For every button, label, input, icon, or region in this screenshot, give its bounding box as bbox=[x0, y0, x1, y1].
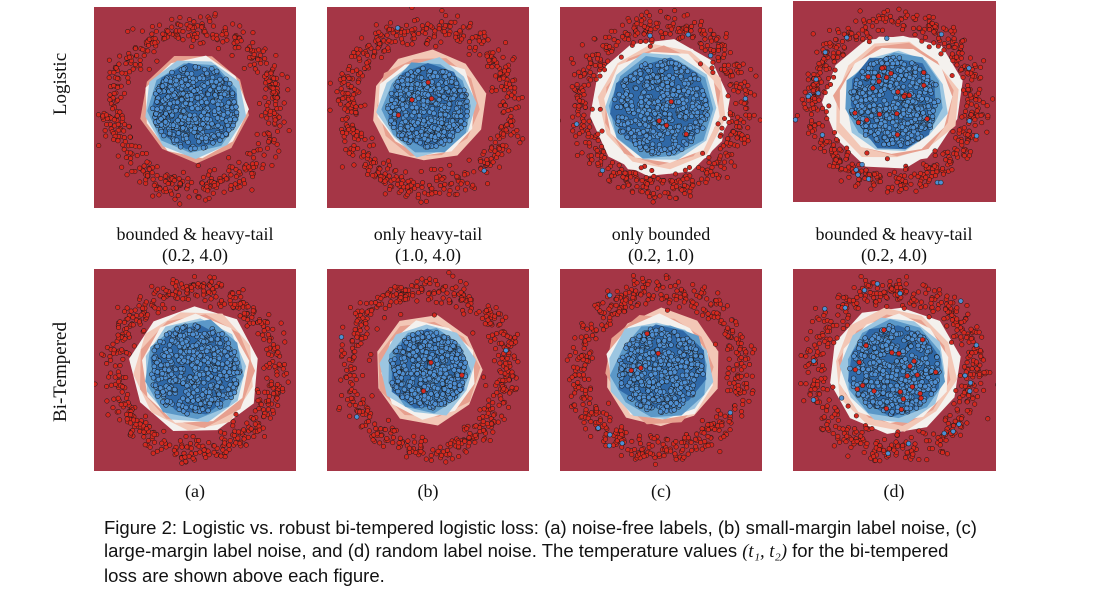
plot-bitempered-d bbox=[793, 269, 996, 471]
plot-bitempered-b bbox=[327, 269, 529, 471]
temp-values-b: (1.0, 4.0) bbox=[395, 245, 461, 265]
temp-name-c: only bounded bbox=[611, 224, 711, 244]
plot-bitempered-a bbox=[94, 269, 296, 471]
sub-label-b: (b) bbox=[417, 481, 439, 501]
figure-caption: Figure 2: Logistic vs. robust bi-tempere… bbox=[104, 516, 984, 587]
caption-text-1: Figure 2: Logistic vs. robust bi-tempere… bbox=[104, 517, 977, 561]
row-label-bi-tempered: Bi-Tempered bbox=[50, 322, 71, 422]
caption-math: (t₁, t₂) bbox=[742, 542, 787, 562]
temp-label-c: only bounded (0.2, 1.0) bbox=[551, 224, 771, 266]
plot-logistic-c bbox=[560, 7, 762, 208]
caption-text-2: for the bi-tempered loss are shown above… bbox=[104, 540, 949, 586]
temp-label-b: only heavy-tail (1.0, 4.0) bbox=[318, 224, 538, 266]
temp-values-a: (0.2, 4.0) bbox=[162, 245, 228, 265]
sub-label-d: (d) bbox=[883, 481, 905, 501]
row-label-logistic: Logistic bbox=[50, 52, 71, 116]
temp-label-a: bounded & heavy-tail (0.2, 4.0) bbox=[85, 224, 305, 266]
plot-logistic-a bbox=[94, 7, 296, 208]
temp-name-d: bounded & heavy-tail bbox=[815, 224, 973, 244]
sub-label-c: (c) bbox=[651, 481, 671, 501]
temp-values-d: (0.2, 4.0) bbox=[861, 245, 927, 265]
temp-name-b: only heavy-tail bbox=[373, 224, 483, 244]
sub-label-a: (a) bbox=[185, 481, 205, 501]
plot-logistic-b bbox=[327, 7, 529, 208]
temp-label-d: bounded & heavy-tail (0.2, 4.0) bbox=[784, 224, 1004, 266]
plot-logistic-d bbox=[793, 1, 996, 202]
plot-bitempered-c bbox=[560, 269, 762, 471]
temp-values-c: (0.2, 1.0) bbox=[628, 245, 694, 265]
temp-name-a: bounded & heavy-tail bbox=[116, 224, 274, 244]
